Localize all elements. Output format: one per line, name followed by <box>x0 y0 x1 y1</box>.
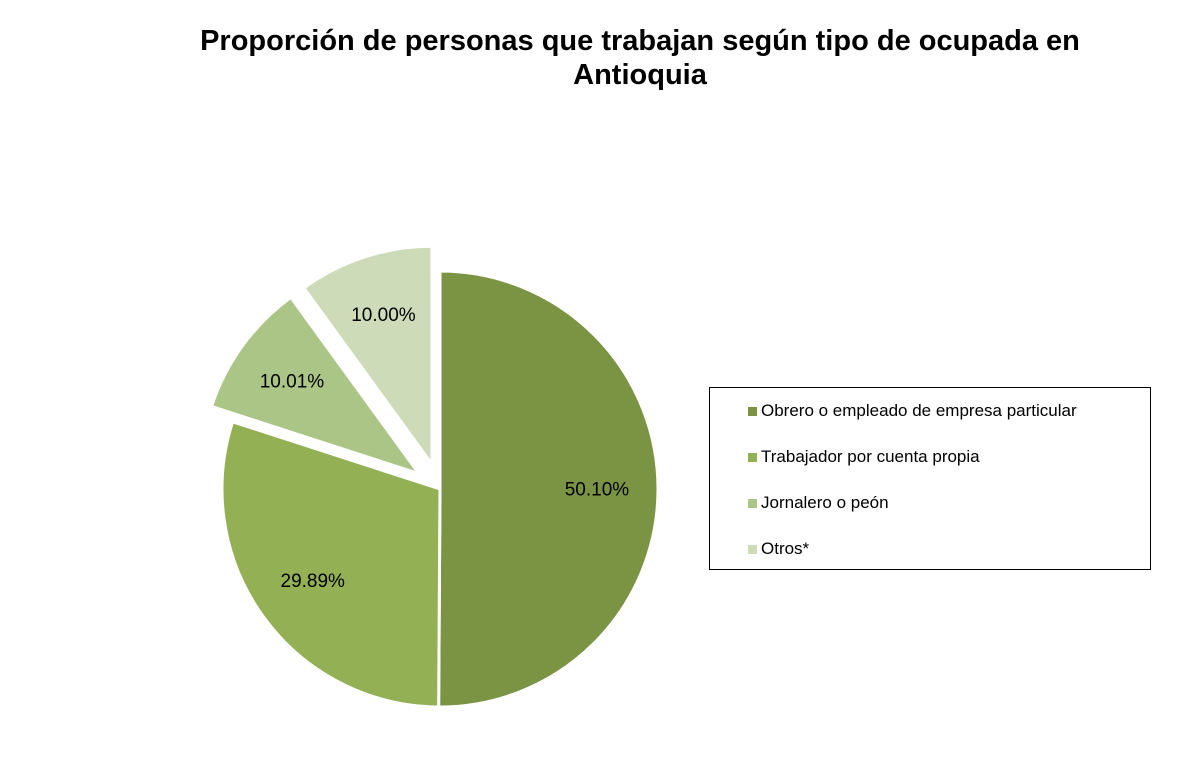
legend-item-obrero: Obrero o empleado de empresa particular <box>748 399 1077 423</box>
legend-swatch-obrero <box>748 406 757 416</box>
chart-title-line-1: Proporción de personas que trabajan segú… <box>200 25 1080 57</box>
legend-item-jornalero: Jornalero o peón <box>748 491 889 515</box>
slice-label-jornalero: 10.01% <box>260 372 325 393</box>
legend-item-otros: Otros* <box>748 537 809 561</box>
slice-label-trabajador: 29.89% <box>281 571 346 592</box>
pie-slice-jornalero <box>210 295 421 476</box>
legend-item-trabajador: Trabajador por cuenta propia <box>748 445 980 469</box>
chart-title: Proporción de personas que trabajan segú… <box>140 24 1140 92</box>
legend-label-jornalero: Jornalero o peón <box>761 493 889 512</box>
legend-swatch-otros <box>748 544 757 554</box>
chart-title-line-2: Antioquia <box>573 59 707 91</box>
legend-swatch-trabajador <box>748 452 757 462</box>
legend-swatch-jornalero <box>748 498 757 508</box>
legend-label-obrero: Obrero o empleado de empresa particular <box>761 401 1077 420</box>
pie-slice-obrero <box>437 269 660 709</box>
pie-slice-otros <box>302 244 434 466</box>
slice-label-otros: 10.00% <box>351 305 416 326</box>
pie-slice-trabajador <box>220 420 442 709</box>
chart-legend: Obrero o empleado de empresa particular … <box>709 387 1151 570</box>
slice-label-obrero: 50.10% <box>565 479 630 500</box>
legend-label-trabajador: Trabajador por cuenta propia <box>761 447 980 466</box>
legend-label-otros: Otros* <box>761 539 810 558</box>
